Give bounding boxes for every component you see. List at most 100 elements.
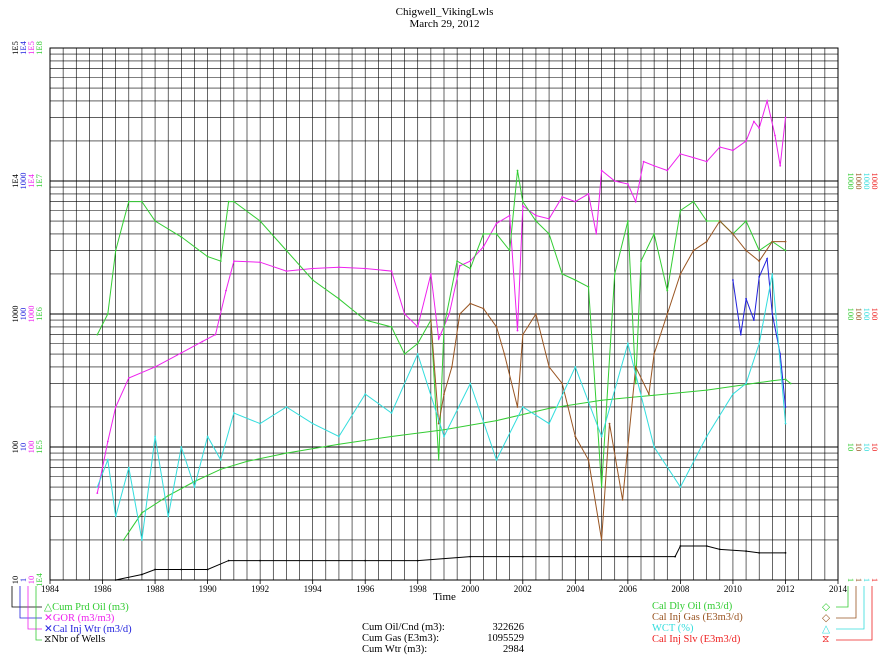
- chart-axes: 1984 1986 1988 1990 1992 1994 1996 1998 2000 2002…: [10, 40, 880, 641]
- series-cal-dly-oil-m3-d-point: [122, 220, 125, 222]
- series-cal-dly-oil-m3-d-point: [96, 333, 99, 336]
- series-nbr-of-wells-point: [758, 552, 761, 554]
- series-cal-dly-oil-m3-d-point: [548, 233, 550, 235]
- series-wct-point: [106, 459, 109, 461]
- series-gor-m3-m3-point: [718, 146, 721, 148]
- legend-bracket: [11, 586, 42, 608]
- series-cal-dly-oil-m3-d-point: [574, 279, 577, 281]
- series-cal-dly-oil-m3-d-point: [535, 220, 537, 222]
- series-wct-point: [784, 422, 787, 425]
- series-cum-prd-oil-m3-point: [705, 389, 708, 391]
- series-cum-prd-oil-m3-point: [219, 468, 222, 471]
- series-gor-m3-m3: [96, 98, 786, 494]
- series-gor-m3-m3-point: [96, 492, 99, 494]
- right-axis-tick-label: 1: [846, 578, 856, 582]
- right-axis-tick-label: 100: [862, 308, 872, 321]
- series-gor-m3-m3-point: [259, 261, 261, 264]
- legend-item: ✕Cal Inj Wtr (m3/d): [44, 623, 132, 635]
- left-axis-tick-label: 1000: [10, 306, 20, 323]
- series-wct-point: [469, 382, 472, 385]
- legend-marker-icon: ◇: [822, 613, 831, 624]
- series-cum-prd-oil-m3-point: [390, 435, 393, 438]
- series-cal-dly-oil-m3-d-point: [679, 209, 682, 212]
- series-cal-dly-oil-m3-d-point: [561, 273, 564, 275]
- series-wct-point: [679, 486, 682, 488]
- x-tick-label: 1988: [146, 584, 165, 594]
- chart-series: [96, 98, 792, 581]
- series-nbr-of-wells-point: [206, 568, 209, 571]
- series-gor-m3-m3-point: [666, 169, 669, 172]
- series-cal-inj-wtr-m3-d-point: [739, 333, 742, 336]
- series-nbr-of-wells-point: [259, 559, 261, 562]
- series-cal-inj-gas-e3m3-d-point: [692, 249, 695, 252]
- series-cal-dly-oil-m3-d-point: [784, 249, 787, 252]
- x-tick-label: 1986: [94, 584, 113, 594]
- stat-value: 2984: [503, 644, 524, 655]
- series-cum-prd-oil-m3-point: [338, 443, 340, 446]
- series-gor-m3-m3-point: [127, 377, 130, 379]
- x-tick-label: 2004: [566, 584, 585, 594]
- series-gor-m3-m3-point: [458, 265, 461, 267]
- series-gor-m3-m3-point: [233, 260, 235, 262]
- series-cal-dly-oil-m3-d-point: [745, 220, 747, 222]
- right-axis-tick-label: 1000: [846, 173, 856, 190]
- series-gor-m3-m3-point: [403, 313, 406, 315]
- series-wct-point: [259, 422, 261, 425]
- series-gor-m3-m3-point: [364, 267, 367, 270]
- series-gor-m3-m3-point: [482, 245, 485, 248]
- series-cal-dly-oil-m3-d-point: [206, 255, 209, 258]
- series-cal-inj-gas-e3m3-d-point: [503, 353, 506, 355]
- legend-bracket: [836, 586, 857, 619]
- series-nbr-of-wells-point: [574, 555, 577, 558]
- x-tick-label: 2008: [671, 584, 690, 594]
- x-tick-label: 1998: [409, 584, 428, 594]
- left-axis-tick-label: 1E5: [26, 41, 36, 55]
- series-cal-inj-wtr-m3-d-point: [784, 406, 787, 408]
- series-gor-m3-m3-point: [495, 222, 498, 225]
- series-cal-inj-gas-e3m3-d-point: [705, 240, 708, 243]
- stat-label: Cum Oil/Cnd (m3):: [362, 622, 445, 633]
- series-cal-inj-wtr-m3-d-point: [732, 279, 734, 281]
- series-gor-m3-m3-point: [561, 196, 564, 198]
- legend-marker-icon: ✕: [44, 613, 53, 624]
- series-cal-inj-gas-e3m3-d-point: [666, 313, 669, 315]
- series-cal-inj-gas-e3m3-d-point: [458, 313, 461, 315]
- series-cal-dly-oil-m3-d-point: [705, 220, 708, 222]
- legend-marker-icon: ◇: [822, 602, 831, 613]
- series-cum-prd-oil-m3-point: [122, 539, 125, 541]
- series-wct-point: [114, 515, 117, 518]
- left-axis-tick-label: 100: [10, 441, 20, 454]
- x-tick-label: 2010: [724, 584, 743, 594]
- series-cal-inj-gas-e3m3-d-point: [771, 240, 774, 243]
- series-cal-inj-gas-e3m3-d-point: [608, 422, 611, 425]
- series-cal-inj-wtr-m3-d-point: [745, 297, 747, 300]
- series-cal-inj-gas-e3m3-d-point: [600, 539, 603, 541]
- legend-label: Cal Inj Gas (E3m3/d): [652, 612, 743, 623]
- series-wct-point: [495, 459, 498, 461]
- series-gor-m3-m3-point: [390, 270, 393, 272]
- left-axis-tick-label: 10: [18, 443, 28, 452]
- right-axis-tick-label: 1: [870, 578, 880, 582]
- series-cal-dly-oil-m3-d-point: [403, 353, 406, 355]
- legend-marker-icon: ⧖: [822, 634, 830, 645]
- series-wct-point: [745, 382, 747, 385]
- legend-bracket: [35, 586, 42, 641]
- series-nbr-of-wells: [115, 545, 786, 581]
- legend-label: Cal Inj Wtr (m3/d): [52, 624, 132, 635]
- series-cal-dly-oil-m3-d-point: [482, 233, 485, 235]
- left-axis-tick-label: 1E6: [34, 307, 44, 321]
- left-axis-tick-label: 10: [10, 576, 20, 585]
- x-tick-label: 1992: [251, 584, 269, 594]
- series-cal-inj-gas-e3m3-d-point: [634, 366, 637, 368]
- series-nbr-of-wells-point: [416, 559, 419, 562]
- series-cal-inj-gas-e3m3-d-point: [784, 240, 787, 243]
- series-nbr-of-wells-point: [469, 555, 472, 558]
- series-cal-dly-oil-m3-d-point: [180, 236, 183, 238]
- series-gor-m3-m3-point: [600, 169, 603, 172]
- chart-date: March 29, 2012: [409, 18, 480, 30]
- series-wct-point: [390, 412, 393, 414]
- series-cal-inj-gas-e3m3-d-point: [443, 393, 445, 395]
- series-wct-point: [416, 353, 419, 355]
- series-gor-m3-m3-point: [774, 134, 776, 137]
- series-cal-inj-gas-e3m3-d-point: [718, 220, 721, 222]
